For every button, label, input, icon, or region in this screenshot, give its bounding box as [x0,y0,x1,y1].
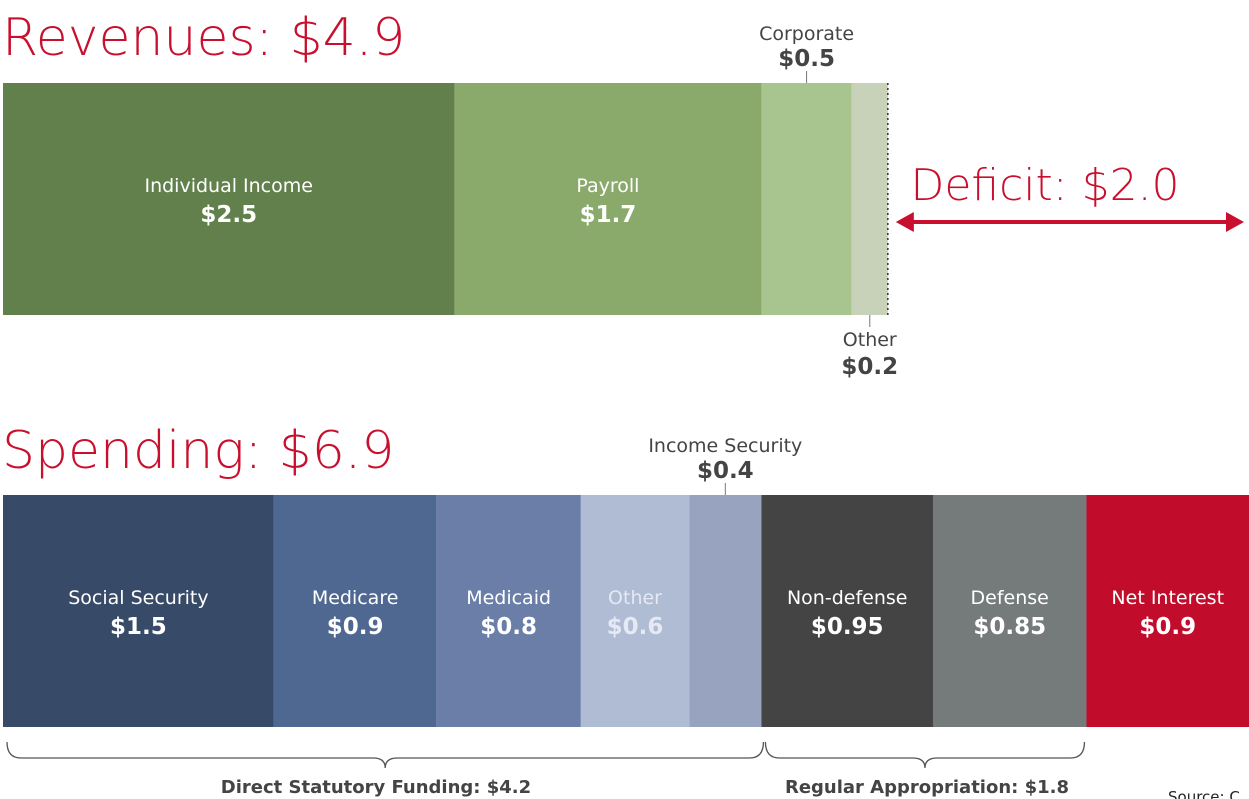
bar-segment [273,495,437,727]
bar-segment [580,495,690,727]
segment-name: Income Security [648,435,802,457]
bar-segment [436,495,581,727]
segment-name: Other [843,329,897,351]
segment-name: Corporate [759,23,854,45]
segment-name: Social Security [68,587,208,609]
segment-name: Non-defense [787,587,908,609]
segment-value: $0.9 [327,614,384,640]
bar-segment [3,83,455,315]
segment-value: $0.9 [1139,614,1196,640]
segment-name: Medicare [312,587,399,609]
deficit-label: Deficit: $2.0 [910,160,1179,211]
segment-name: Medicaid [466,587,551,609]
bar-segment [932,495,1087,727]
source: Source: C [1168,788,1240,799]
segment-value: $0.6 [607,614,664,640]
segment-name: Individual Income [144,175,313,197]
bar-segment [689,495,762,727]
segment-name: Defense [971,587,1049,609]
arrow-head [1226,212,1244,232]
bar-segment [851,83,888,315]
group-label: Direct Statutory Funding: $4.2 [221,777,531,798]
segment-name: Other [608,587,662,609]
segment-value: $0.4 [697,458,754,484]
bracket [764,741,1086,769]
group-label: Regular Appropriation: $1.8 [785,777,1069,798]
bar-segment [3,495,274,727]
bar-segment [1086,495,1249,727]
segment-value: $0.2 [841,354,898,380]
segment-name: Net Interest [1111,587,1224,609]
segment-value: $1.7 [580,202,637,228]
segment-value: $0.85 [973,614,1046,640]
segment-value: $0.95 [811,614,884,640]
bar-segment [761,495,933,727]
bar-segment [454,83,762,315]
segment-value: $2.5 [200,202,257,228]
arrow-head [895,212,914,232]
bracket [6,741,765,769]
segment-name: Payroll [576,175,639,197]
spending-title: Spending: $6.9 [2,421,394,481]
segment-value: $1.5 [110,614,167,640]
segment-value: $0.5 [778,46,835,72]
revenue-title: Revenues: $4.9 [2,8,405,68]
bar-segment [761,83,852,315]
segment-value: $0.8 [480,614,537,640]
